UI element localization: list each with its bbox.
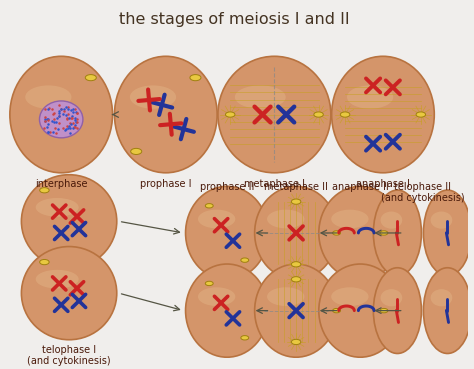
Ellipse shape bbox=[292, 339, 301, 345]
Ellipse shape bbox=[85, 75, 96, 81]
Ellipse shape bbox=[21, 175, 117, 268]
Text: metaphase I: metaphase I bbox=[244, 179, 305, 189]
Ellipse shape bbox=[205, 204, 213, 208]
Text: prophase II: prophase II bbox=[200, 182, 254, 192]
Ellipse shape bbox=[381, 211, 402, 229]
Ellipse shape bbox=[255, 186, 337, 280]
Text: interphase: interphase bbox=[35, 179, 87, 189]
Ellipse shape bbox=[333, 231, 340, 235]
Ellipse shape bbox=[319, 264, 401, 357]
Ellipse shape bbox=[416, 112, 426, 117]
Ellipse shape bbox=[423, 268, 472, 354]
Ellipse shape bbox=[423, 190, 472, 276]
Ellipse shape bbox=[25, 85, 72, 109]
Ellipse shape bbox=[115, 56, 217, 173]
Ellipse shape bbox=[255, 264, 337, 357]
Ellipse shape bbox=[39, 101, 83, 138]
Ellipse shape bbox=[36, 198, 79, 217]
Ellipse shape bbox=[218, 56, 331, 173]
Ellipse shape bbox=[36, 270, 79, 289]
Ellipse shape bbox=[319, 186, 401, 280]
Ellipse shape bbox=[185, 186, 268, 280]
Ellipse shape bbox=[10, 56, 112, 173]
Ellipse shape bbox=[292, 277, 301, 282]
Ellipse shape bbox=[331, 287, 369, 306]
Ellipse shape bbox=[347, 85, 393, 109]
Ellipse shape bbox=[241, 258, 249, 262]
Ellipse shape bbox=[380, 231, 388, 235]
Text: prophase I: prophase I bbox=[140, 179, 191, 189]
Text: the stages of meiosis I and II: the stages of meiosis I and II bbox=[118, 12, 349, 27]
Text: telophase II
(and cytokinesis): telophase II (and cytokinesis) bbox=[381, 182, 464, 203]
Ellipse shape bbox=[331, 210, 369, 228]
Ellipse shape bbox=[190, 75, 201, 81]
Ellipse shape bbox=[241, 336, 249, 340]
Ellipse shape bbox=[374, 268, 421, 354]
Ellipse shape bbox=[198, 287, 235, 306]
Ellipse shape bbox=[185, 264, 268, 357]
Ellipse shape bbox=[332, 56, 434, 173]
Ellipse shape bbox=[235, 85, 286, 109]
Ellipse shape bbox=[292, 199, 301, 204]
Ellipse shape bbox=[226, 112, 235, 117]
Text: anaphase I: anaphase I bbox=[356, 179, 410, 189]
Ellipse shape bbox=[381, 289, 402, 306]
Ellipse shape bbox=[431, 289, 452, 306]
Ellipse shape bbox=[314, 112, 323, 117]
Ellipse shape bbox=[374, 190, 421, 276]
Text: metaphase II: metaphase II bbox=[264, 182, 328, 192]
Ellipse shape bbox=[333, 308, 340, 313]
Ellipse shape bbox=[198, 210, 235, 228]
Ellipse shape bbox=[40, 187, 49, 193]
Text: telophase I
(and cytokinesis): telophase I (and cytokinesis) bbox=[27, 345, 111, 366]
Ellipse shape bbox=[267, 287, 304, 306]
Ellipse shape bbox=[40, 259, 49, 265]
Ellipse shape bbox=[267, 210, 304, 228]
Ellipse shape bbox=[131, 148, 142, 155]
Ellipse shape bbox=[292, 262, 301, 267]
Ellipse shape bbox=[431, 211, 452, 229]
Ellipse shape bbox=[130, 85, 176, 109]
Ellipse shape bbox=[380, 308, 388, 313]
Ellipse shape bbox=[21, 246, 117, 340]
Text: anaphase II: anaphase II bbox=[332, 182, 389, 192]
Ellipse shape bbox=[205, 281, 213, 286]
Ellipse shape bbox=[340, 112, 350, 117]
